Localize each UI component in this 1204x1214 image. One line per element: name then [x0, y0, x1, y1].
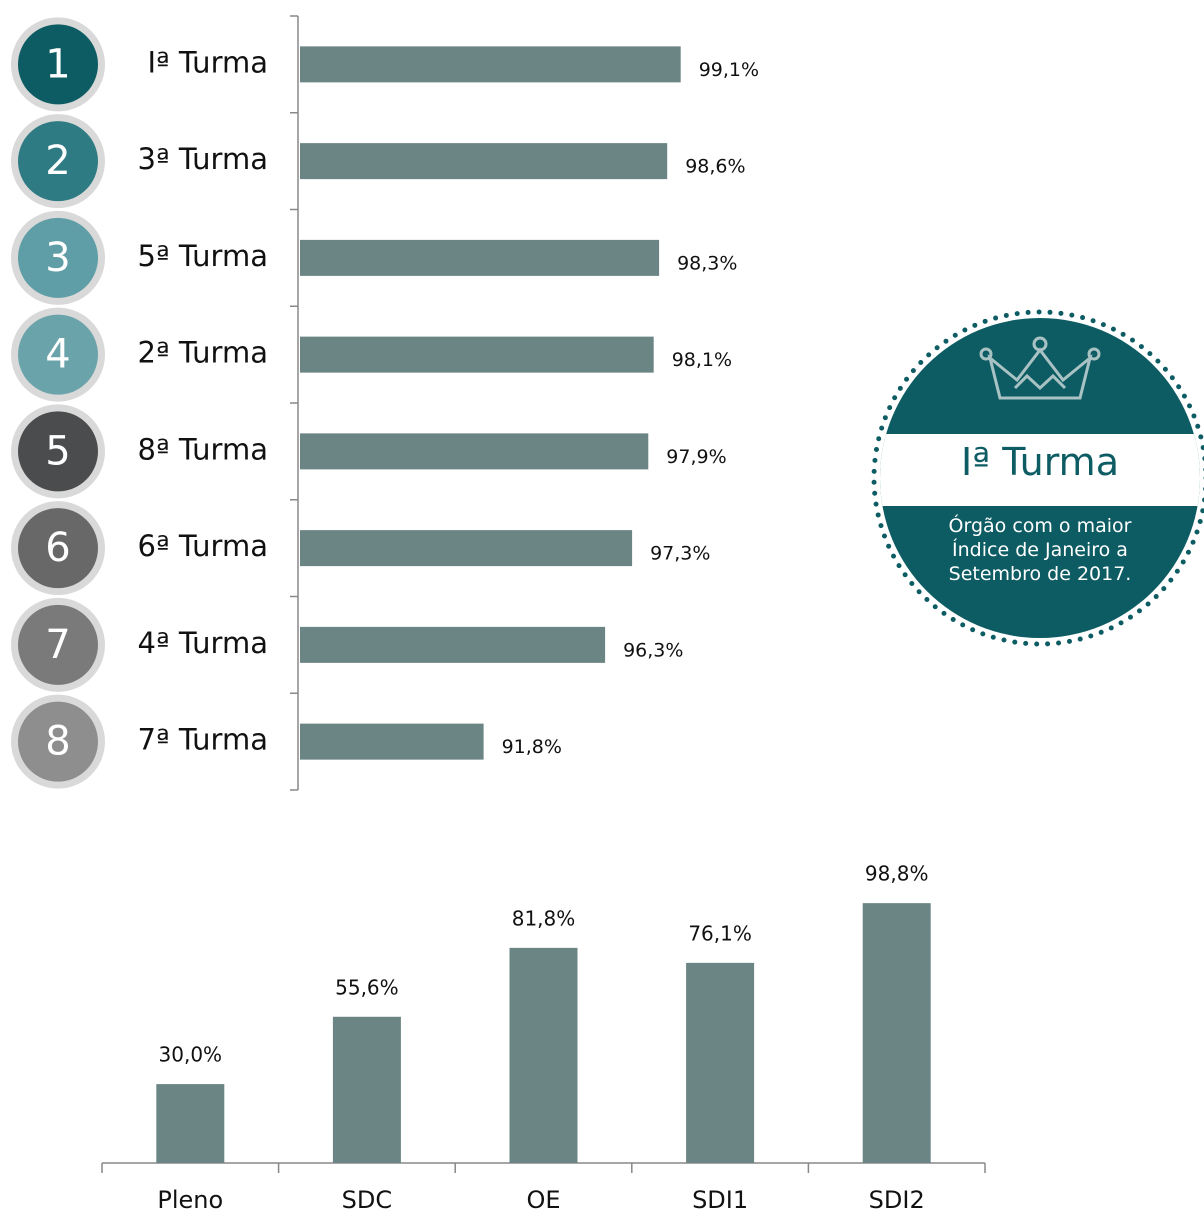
category-label: 7ª Turma [138, 723, 268, 757]
rank-circle [18, 121, 98, 202]
badge [871, 309, 1204, 647]
rank-circle [18, 604, 98, 685]
bar [300, 143, 668, 180]
x-tick-label: SDC [342, 1186, 392, 1214]
value-label: 76,1% [688, 921, 752, 945]
bar [300, 239, 660, 276]
rank-circle [18, 701, 98, 782]
value-label: 91,8% [502, 736, 562, 758]
category-label: 3ª Turma [138, 142, 268, 176]
x-tick-label: Pleno [157, 1186, 223, 1214]
category-label: 5ª Turma [138, 239, 268, 273]
rank-circle [18, 411, 98, 492]
x-tick-label: SDI2 [869, 1186, 925, 1214]
bar [686, 962, 755, 1163]
rank-circle [18, 217, 98, 298]
rank-number: 8 [45, 719, 70, 765]
value-label: 96,3% [623, 639, 683, 661]
badge-text: Órgão com o maior Índice de Janeiro a Se… [948, 515, 1132, 585]
category-label: 8ª Turma [138, 432, 268, 466]
x-tick-label: OE [526, 1186, 560, 1214]
rank-number: 4 [45, 332, 70, 378]
rank-number: 1 [45, 41, 70, 87]
bar [156, 1084, 225, 1163]
bar [332, 1016, 401, 1163]
rank-number: 7 [45, 622, 70, 668]
value-label: 30,0% [159, 1043, 223, 1067]
value-label: 55,6% [335, 975, 399, 999]
rank-circle [18, 314, 98, 395]
bar [300, 433, 649, 470]
rank-number: 5 [45, 428, 70, 474]
value-label: 98,1% [672, 349, 732, 371]
bar [862, 903, 931, 1163]
rank-number: 3 [45, 235, 70, 281]
rank-number: 6 [45, 525, 70, 571]
bar [300, 336, 654, 373]
bar [300, 626, 606, 663]
rank-number: 2 [45, 138, 70, 184]
category-label: 4ª Turma [138, 626, 268, 660]
bar [509, 947, 578, 1163]
category-label: 6ª Turma [138, 529, 268, 563]
bar [300, 723, 484, 760]
category-label: Iª Turma [147, 45, 268, 79]
rank-circle [18, 508, 98, 589]
crown-icon [979, 336, 1101, 400]
bar [300, 46, 681, 83]
value-label: 98,3% [677, 252, 737, 274]
value-label: 97,9% [666, 446, 726, 468]
value-label: 98,8% [865, 862, 929, 886]
rank-circle [18, 24, 98, 105]
value-label: 81,8% [512, 906, 576, 930]
value-label: 98,6% [685, 156, 745, 178]
value-label: 99,1% [699, 59, 759, 81]
category-label: 2ª Turma [138, 336, 268, 370]
value-label: 97,3% [650, 543, 710, 565]
badge-title: Iª Turma [961, 440, 1119, 484]
bar [300, 530, 633, 567]
x-tick-label: SDI1 [692, 1186, 748, 1214]
